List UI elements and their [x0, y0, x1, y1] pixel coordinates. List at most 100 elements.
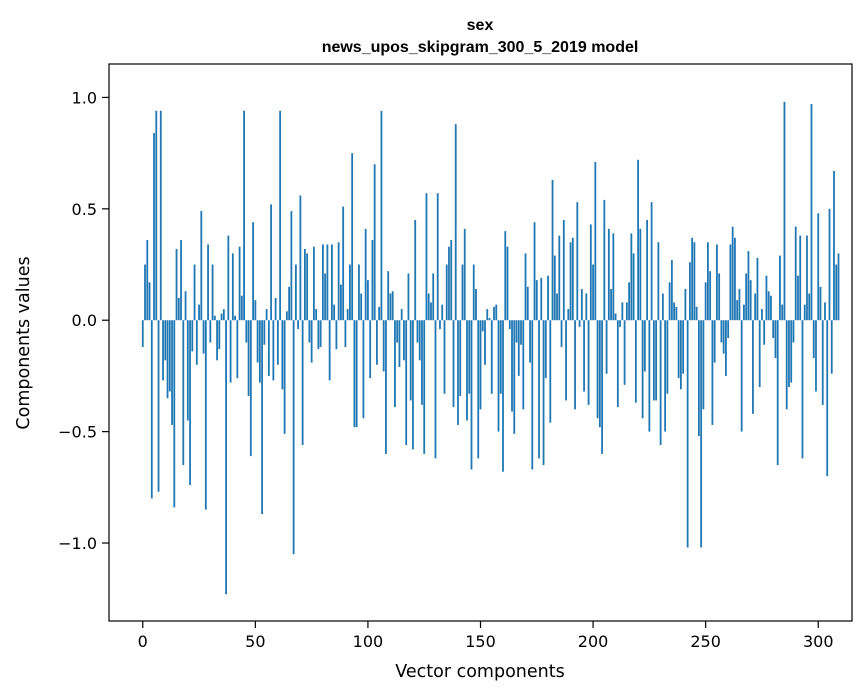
- bar-238: [677, 320, 680, 379]
- bar-132: [439, 320, 441, 330]
- bar-143: [463, 228, 466, 321]
- bar-144: [466, 320, 468, 421]
- bar-268: [745, 273, 748, 321]
- bar-231: [661, 293, 664, 321]
- bar-47: [247, 320, 250, 396]
- bar-76: [312, 246, 315, 321]
- bar-40: [231, 253, 234, 321]
- bar-173: [531, 320, 534, 470]
- bar-34: [218, 320, 221, 350]
- bar-25: [198, 304, 200, 321]
- bar-27: [202, 320, 205, 354]
- bar-273: [756, 257, 759, 321]
- bar-100: [367, 280, 369, 321]
- bar-213: [621, 302, 624, 321]
- x-tick-label: 0: [138, 632, 148, 651]
- bar-190: [569, 242, 572, 321]
- bar-208: [610, 289, 612, 321]
- x-tick-label: 100: [353, 632, 384, 651]
- bar-106: [380, 110, 383, 321]
- bar-58: [272, 320, 275, 381]
- bar-163: [508, 320, 511, 330]
- bar-33: [216, 320, 218, 361]
- bar-4: [150, 320, 153, 499]
- bar-247: [698, 320, 700, 437]
- bar-204: [601, 320, 603, 454]
- bar-193: [576, 202, 579, 321]
- bar-64: [285, 311, 288, 321]
- bar-117: [405, 320, 408, 445]
- bar-239: [679, 320, 682, 390]
- bar-183: [553, 255, 556, 321]
- bar-73: [306, 253, 309, 321]
- bar-111: [391, 291, 394, 321]
- bar-260: [727, 320, 730, 339]
- bar-194: [578, 320, 581, 327]
- bar-210: [614, 313, 617, 321]
- bar-252: [709, 271, 712, 321]
- bar-298: [812, 320, 815, 359]
- bars-group: [141, 101, 840, 595]
- bar-110: [389, 293, 392, 321]
- bar-22: [191, 320, 194, 352]
- bar-274: [758, 320, 761, 388]
- bar-308: [835, 264, 838, 321]
- bar-256: [718, 273, 721, 321]
- bar-277: [765, 275, 768, 321]
- bar-202: [596, 320, 599, 419]
- bar-123: [418, 320, 421, 361]
- bar-309: [837, 253, 840, 321]
- bar-0: [141, 320, 144, 347]
- bar-168: [520, 320, 522, 345]
- bar-282: [776, 320, 779, 466]
- bar-72: [303, 248, 306, 321]
- bar-80: [321, 244, 324, 321]
- bar-129: [432, 273, 435, 321]
- y-tick-label: 1.0: [72, 88, 97, 107]
- bar-293: [801, 320, 804, 459]
- bar-101: [369, 320, 372, 379]
- bar-62: [281, 320, 284, 390]
- bar-305: [828, 208, 831, 321]
- bar-66: [290, 211, 293, 321]
- bar-264: [736, 300, 739, 321]
- bar-1: [144, 264, 146, 321]
- bar-89: [342, 206, 345, 321]
- bar-189: [567, 309, 570, 321]
- bar-227: [652, 320, 655, 401]
- bar-263: [734, 237, 736, 321]
- bar-113: [396, 320, 399, 343]
- bar-237: [675, 306, 678, 321]
- bar-112: [394, 320, 396, 408]
- bar-105: [378, 306, 381, 321]
- bar-153: [486, 309, 489, 321]
- bar-185: [558, 235, 561, 321]
- bar-95: [355, 320, 358, 428]
- bar-199: [589, 224, 592, 321]
- bar-45: [243, 110, 245, 321]
- bar-169: [522, 320, 525, 410]
- bar-216: [628, 282, 630, 321]
- bar-38: [227, 235, 230, 321]
- bar-245: [693, 242, 696, 321]
- bar-107: [382, 320, 385, 372]
- bar-220: [637, 159, 640, 321]
- bar-271: [752, 320, 754, 414]
- bar-130: [434, 320, 437, 459]
- bar-228: [655, 320, 658, 401]
- bar-60: [276, 320, 279, 365]
- bar-133: [441, 304, 444, 321]
- bar-285: [783, 101, 786, 321]
- bar-265: [738, 289, 741, 321]
- bar-83: [328, 320, 331, 381]
- bar-68: [294, 264, 297, 321]
- bar-281: [774, 320, 777, 359]
- bar-278: [767, 291, 770, 321]
- bar-283: [779, 255, 781, 321]
- bar-84: [331, 244, 333, 321]
- bar-222: [641, 320, 644, 419]
- bar-97: [360, 293, 363, 321]
- bar-156: [493, 306, 495, 321]
- bar-289: [792, 320, 795, 343]
